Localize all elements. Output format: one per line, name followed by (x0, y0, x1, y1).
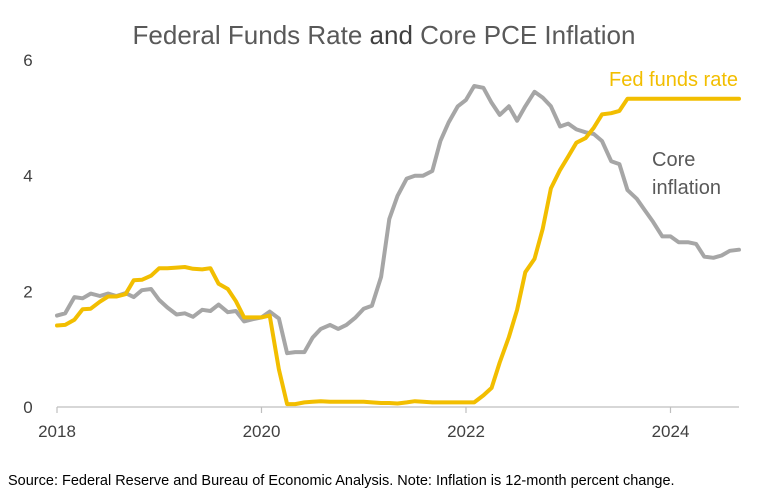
title-part-0: Federal Funds Rate (133, 20, 363, 50)
title-part-2: Core PCE Inflation (413, 20, 636, 50)
title-part-1: and (362, 20, 413, 50)
chart-title: Federal Funds Rate and Core PCE Inflatio… (133, 20, 636, 50)
y-tick-label: 4 (23, 167, 32, 186)
series-labels: Fed funds rate Core inflation (609, 69, 738, 199)
y-tick-label: 2 (23, 282, 32, 301)
x-tick-label: 2024 (652, 422, 690, 441)
series-label-core-inflation: Core inflation (652, 149, 721, 199)
series-line-core-inflation (55, 84, 741, 356)
series-layer (55, 84, 741, 407)
x-tick-label: 2020 (243, 422, 281, 441)
x-axis: 2018 2020 2022 2024 (38, 406, 739, 441)
y-tick-label: 6 (23, 51, 32, 70)
series-line-fed-funds-rate (55, 96, 741, 407)
source-note: Source: Federal Reserve and Bureau of Ec… (8, 473, 675, 489)
y-tick-label: 0 (23, 398, 32, 417)
series-label-fed-funds-rate: Fed funds rate (609, 69, 738, 91)
x-tick-label: 2022 (447, 422, 485, 441)
y-axis-ticks: 0 2 4 6 (23, 51, 32, 417)
x-tick-label: 2018 (38, 422, 76, 441)
